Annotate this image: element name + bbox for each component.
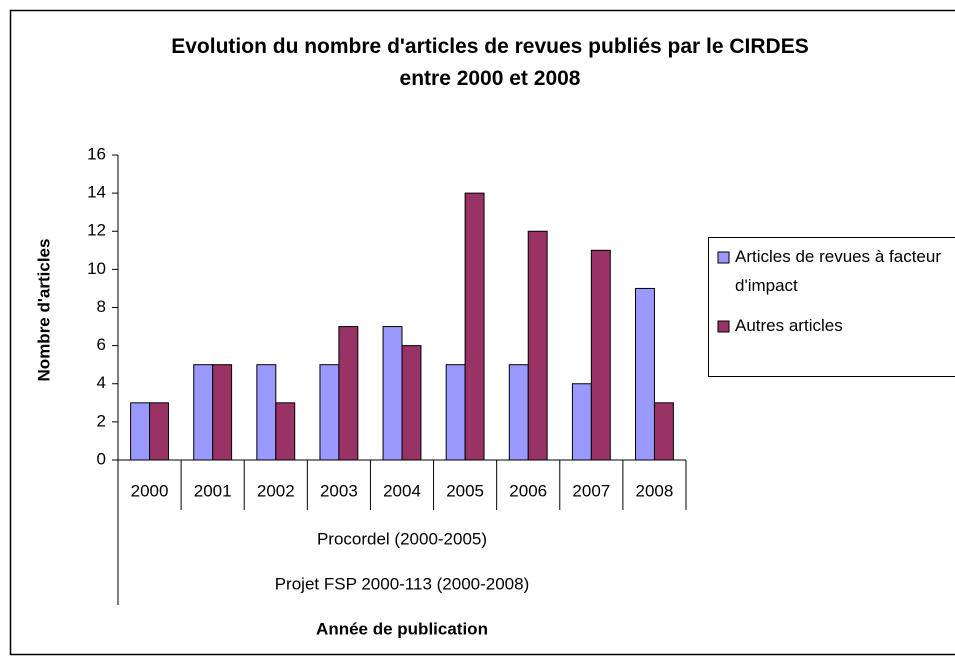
bar xyxy=(571,383,592,461)
legend-swatch xyxy=(717,320,730,333)
x-tick-label: 2003 xyxy=(320,481,358,500)
x-tick-label: 2007 xyxy=(572,481,610,500)
y-axis-title: Nombre d'articles xyxy=(34,239,53,382)
bar xyxy=(653,402,674,461)
bar xyxy=(508,364,529,461)
bar xyxy=(401,345,422,461)
bar xyxy=(464,192,485,461)
y-tick-label: 12 xyxy=(87,221,106,240)
bar xyxy=(212,364,233,461)
bar xyxy=(590,249,611,461)
bar xyxy=(382,326,403,461)
y-tick-label: 6 xyxy=(97,335,106,354)
x-tick-label: 2000 xyxy=(131,481,169,500)
bar xyxy=(445,364,466,461)
y-tick-label: 2 xyxy=(97,411,106,430)
y-tick-label: 0 xyxy=(97,449,106,468)
bar xyxy=(149,402,169,461)
x-axis-title: Année de publication xyxy=(316,619,488,638)
legend-label: Autres articles xyxy=(735,316,843,335)
chart-title: Evolution du nombre d'articles de revues… xyxy=(171,35,808,90)
x-tick-label: 2006 xyxy=(509,481,547,500)
category-group-label: Procordel (2000-2005) xyxy=(317,529,487,548)
x-tick-label: 2005 xyxy=(446,481,484,500)
y-tick-label: 16 xyxy=(87,144,106,163)
x-tick-label: 2004 xyxy=(383,481,421,500)
x-tick-label: 2008 xyxy=(636,481,674,500)
bar xyxy=(527,230,548,461)
y-tick-label: 14 xyxy=(87,183,106,202)
bar xyxy=(193,364,214,461)
y-tick-label: 10 xyxy=(87,259,106,278)
bar xyxy=(130,402,151,461)
y-tick-label: 8 xyxy=(97,297,106,316)
legend-label: Articles de revues à facteur d'impact xyxy=(735,247,941,295)
x-tick-label: 2002 xyxy=(257,481,295,500)
legend-box xyxy=(708,237,955,377)
legend-swatch xyxy=(717,251,730,264)
bar xyxy=(319,364,340,461)
y-tick-label: 4 xyxy=(97,373,106,392)
x-tick-label: 2001 xyxy=(194,481,232,500)
category-group-label: Projet FSP 2000-113 (2000-2008) xyxy=(275,574,530,593)
bar xyxy=(635,287,655,461)
bar xyxy=(275,402,296,461)
bar xyxy=(338,326,359,461)
bar xyxy=(256,364,277,461)
